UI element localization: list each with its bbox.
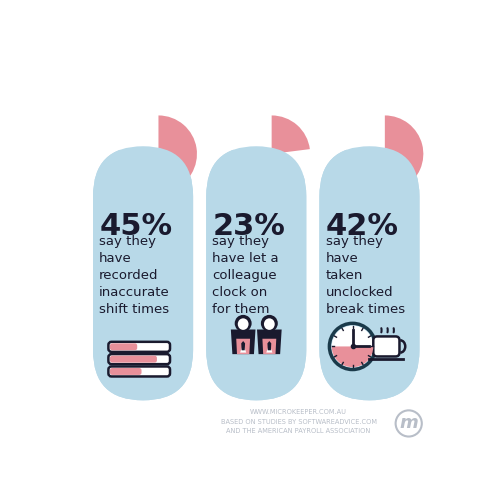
- FancyBboxPatch shape: [320, 146, 420, 401]
- Circle shape: [234, 315, 252, 332]
- Text: 42%: 42%: [326, 212, 398, 240]
- Text: 45%: 45%: [99, 212, 172, 240]
- Text: say they
have
recorded
inaccurate
shift times: say they have recorded inaccurate shift …: [99, 235, 170, 316]
- Wedge shape: [272, 116, 310, 154]
- Text: say they
have let a
colleague
clock on
for them: say they have let a colleague clock on f…: [212, 235, 279, 316]
- Polygon shape: [240, 344, 246, 352]
- Circle shape: [233, 116, 310, 192]
- FancyBboxPatch shape: [110, 344, 137, 350]
- Circle shape: [120, 116, 197, 192]
- Polygon shape: [268, 341, 272, 350]
- Text: say they
have
taken
unclocked
break times: say they have taken unclocked break time…: [326, 235, 404, 316]
- Ellipse shape: [264, 318, 274, 330]
- Circle shape: [346, 116, 424, 192]
- Wedge shape: [385, 116, 424, 188]
- Text: 23%: 23%: [212, 212, 285, 240]
- Polygon shape: [262, 338, 276, 354]
- FancyBboxPatch shape: [320, 146, 420, 401]
- Text: WWW.MICROKEEPER.COM.AU
BASED ON STUDIES BY SOFTWAREADVICE.COM
AND THE AMERICAN P: WWW.MICROKEEPER.COM.AU BASED ON STUDIES …: [220, 410, 376, 434]
- Circle shape: [332, 326, 374, 367]
- FancyBboxPatch shape: [206, 146, 306, 401]
- Polygon shape: [236, 338, 250, 354]
- Wedge shape: [158, 116, 197, 190]
- Polygon shape: [231, 330, 256, 354]
- Polygon shape: [266, 344, 272, 352]
- Polygon shape: [257, 330, 281, 354]
- Polygon shape: [241, 341, 245, 350]
- FancyBboxPatch shape: [108, 366, 170, 376]
- FancyBboxPatch shape: [110, 356, 157, 362]
- Ellipse shape: [238, 318, 248, 330]
- FancyBboxPatch shape: [206, 146, 306, 401]
- FancyBboxPatch shape: [108, 354, 170, 364]
- Wedge shape: [332, 346, 374, 367]
- Circle shape: [261, 315, 278, 332]
- FancyBboxPatch shape: [374, 336, 400, 356]
- FancyBboxPatch shape: [110, 368, 142, 375]
- FancyBboxPatch shape: [93, 146, 193, 401]
- FancyBboxPatch shape: [108, 342, 170, 352]
- FancyBboxPatch shape: [93, 146, 193, 401]
- Text: m: m: [400, 414, 418, 432]
